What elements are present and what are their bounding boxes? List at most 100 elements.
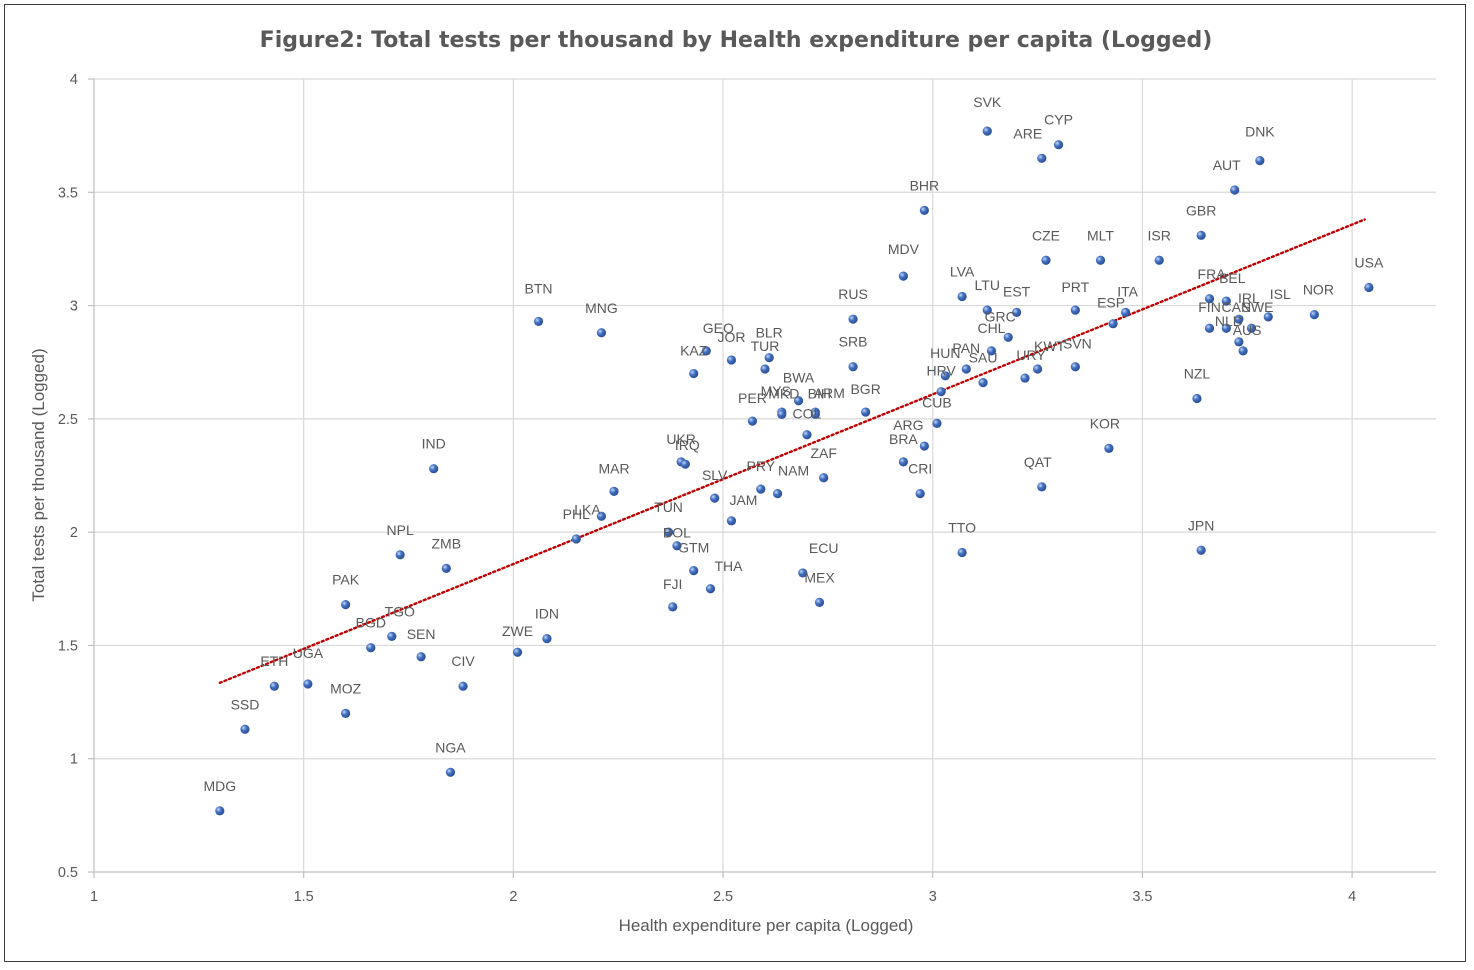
point-label: EST — [1003, 283, 1031, 299]
data-point — [445, 767, 456, 777]
point-label: BHR — [910, 177, 940, 193]
data-point — [819, 473, 829, 483]
data-point — [777, 409, 787, 419]
data-point — [1230, 185, 1240, 195]
data-point — [1255, 155, 1265, 166]
x-axis-title: Health expenditure per capita (Logged) — [619, 916, 914, 935]
data-point — [1192, 393, 1202, 404]
data-point — [798, 568, 808, 578]
point-label: SVK — [973, 94, 1002, 110]
data-point — [705, 584, 716, 594]
point-label: BGR — [850, 381, 880, 397]
data-point — [1246, 323, 1257, 333]
point-label: KAZ — [680, 343, 708, 359]
point-label: KWT — [1034, 338, 1066, 354]
point-label: CYP — [1044, 112, 1073, 128]
data-point — [303, 679, 313, 689]
data-point — [1121, 307, 1131, 317]
data-point — [341, 708, 351, 719]
data-point — [764, 353, 774, 363]
data-point — [1263, 312, 1273, 322]
data-point — [848, 314, 858, 324]
point-label: COL — [793, 406, 822, 422]
point-label: MDV — [888, 241, 920, 257]
data-point — [571, 534, 581, 544]
point-label: TGO — [385, 603, 415, 619]
data-point — [395, 550, 405, 560]
point-label: CAN — [1222, 299, 1252, 315]
data-point — [366, 643, 376, 653]
point-label: PHL — [563, 506, 590, 522]
point-label: AUT — [1213, 157, 1241, 173]
data-point — [533, 316, 544, 327]
point-label: LKA — [574, 501, 601, 517]
point-label: DNK — [1245, 124, 1275, 140]
trendline — [218, 218, 1366, 685]
point-label: BIH — [808, 385, 831, 401]
point-label: MNG — [585, 300, 618, 316]
data-point — [726, 516, 737, 526]
data-point — [1053, 140, 1064, 150]
x-tick-label: 3 — [929, 889, 937, 905]
point-label: ZWE — [502, 623, 533, 639]
data-point — [1204, 323, 1215, 333]
point-label: ITA — [1117, 283, 1138, 299]
data-point — [936, 387, 946, 397]
data-point — [919, 205, 929, 216]
x-tick-label: 2.5 — [713, 889, 733, 905]
y-tick-label: 3 — [70, 299, 78, 315]
chart-frame — [4, 4, 1466, 962]
point-label: MDG — [203, 778, 236, 794]
data-point — [726, 355, 737, 365]
data-point — [1196, 545, 1206, 555]
point-label: URY — [1016, 347, 1046, 363]
point-label: NZL — [1184, 365, 1211, 381]
data-point — [596, 328, 607, 338]
data-point — [609, 486, 619, 496]
point-label: PER — [738, 390, 767, 406]
point-label: MEX — [804, 569, 835, 585]
data-point — [441, 563, 451, 573]
point-label: FRA — [1198, 266, 1227, 282]
point-label: LVA — [950, 264, 975, 280]
point-label: MLT — [1087, 227, 1114, 243]
data-point — [756, 484, 766, 494]
point-label: BLR — [756, 325, 783, 341]
point-label: IND — [422, 436, 446, 452]
chart-title: Figure2: Total tests per thousand by Hea… — [260, 28, 1213, 53]
x-tick-label: 1.5 — [294, 889, 314, 905]
data-point — [663, 527, 674, 537]
point-label: SVN — [1063, 336, 1092, 352]
data-point — [542, 634, 552, 644]
data-point — [957, 547, 967, 558]
y-tick-label: 2.5 — [58, 412, 78, 428]
point-label: ARE — [1013, 125, 1042, 141]
point-label: ETH — [260, 653, 288, 669]
point-label: CIV — [451, 653, 475, 669]
point-label: UGA — [293, 645, 324, 661]
point-label: FJI — [663, 576, 682, 592]
x-tick-label: 1 — [90, 889, 98, 905]
data-point — [747, 416, 758, 426]
data-point — [341, 600, 351, 610]
point-label: SSD — [231, 696, 260, 712]
data-point — [1204, 294, 1215, 304]
point-label: CRI — [908, 461, 932, 477]
point-label: THA — [714, 558, 743, 574]
data-point — [760, 364, 770, 374]
data-point — [458, 681, 468, 691]
trendline-line — [218, 218, 1366, 685]
point-label: BTN — [525, 280, 553, 296]
data-point — [1041, 255, 1051, 265]
data-point — [978, 378, 988, 388]
point-label: SRB — [839, 334, 868, 350]
point-label: GBR — [1186, 202, 1216, 218]
point-label: BRA — [889, 431, 918, 447]
data-point — [1309, 310, 1319, 320]
data-point — [1234, 337, 1244, 347]
data-point — [861, 407, 871, 417]
point-label: KOR — [1090, 415, 1120, 431]
data-point — [932, 418, 942, 428]
data-point — [1070, 305, 1080, 315]
